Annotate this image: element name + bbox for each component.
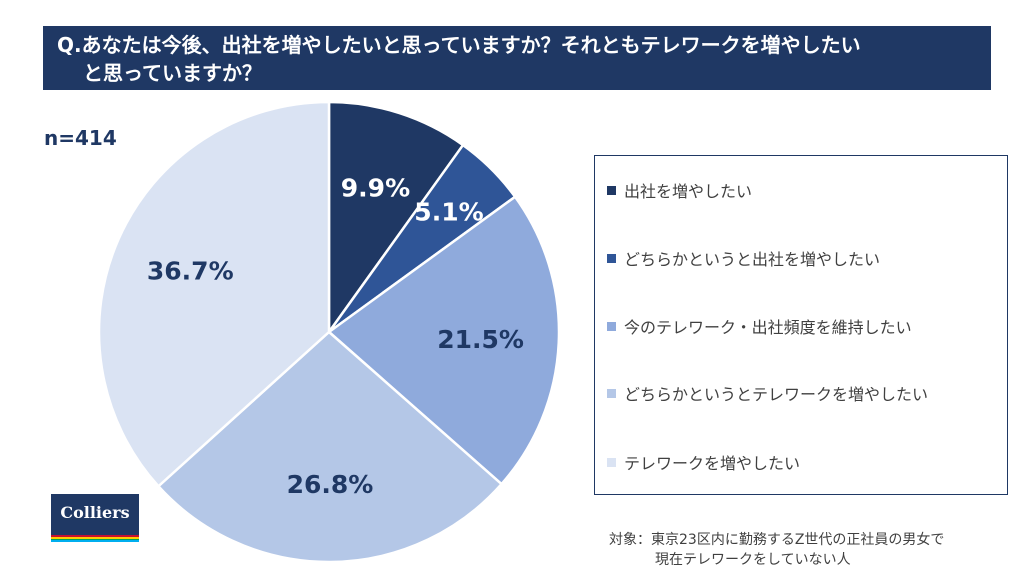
legend-item-3: 今のテレワーク・出社頻度を維持したい xyxy=(607,314,912,338)
logo-stripe-1 xyxy=(51,535,139,537)
legend-item-4: どちらかというとテレワークを増やしたい xyxy=(607,381,928,405)
legend-swatch-5 xyxy=(607,457,616,467)
pie-slice-label-4: 26.8% xyxy=(287,470,374,499)
survey-target-note-line-2: 現在テレワークをしていない人 xyxy=(655,552,851,568)
pie-slice-label-3: 21.5% xyxy=(437,325,524,354)
pie-slice-5 xyxy=(97,100,331,489)
question-title-line-2: と思っていますか？ xyxy=(83,61,262,85)
legend-swatch-3 xyxy=(607,321,616,331)
colliers-logo-stripes xyxy=(51,535,139,542)
logo-stripe-2 xyxy=(51,536,139,539)
legend-label-4: どちらかというとテレワークを増やしたい xyxy=(624,385,929,404)
pie-slice-1 xyxy=(327,100,465,336)
colliers-logo: Colliers xyxy=(51,494,139,542)
pie-slice-3 xyxy=(327,195,561,486)
logo-stripe-3 xyxy=(51,538,139,541)
sample-size-label: n=414 xyxy=(44,126,117,150)
legend-label-3: 今のテレワーク・出社頻度を維持したい xyxy=(624,318,912,337)
pie-slice-label-5: 36.7% xyxy=(147,256,234,285)
chart-legend: 出社を増やしたいどちらかというと出社を増やしたい今のテレワーク・出社頻度を維持し… xyxy=(594,155,1008,495)
survey-target-note: 対象：東京23区内に勤務するZ世代の正社員の男女で 現在テレワークをしていない人 xyxy=(609,530,944,570)
pie-slice-4 xyxy=(156,330,504,564)
logo-stripe-4 xyxy=(51,540,139,542)
legend-item-2: どちらかというと出社を増やしたい xyxy=(607,246,880,270)
survey-target-note-line-1: 対象：東京23区内に勤務するZ世代の正社員の男女で xyxy=(609,532,945,548)
legend-label-5: テレワークを増やしたい xyxy=(624,454,801,473)
pie-slice-label-1: 9.9% xyxy=(341,173,410,202)
legend-swatch-2 xyxy=(607,253,616,263)
question-title-line-1: Q.あなたは今後、出社を増やしたいと思っていますか？それともテレワークを増やした… xyxy=(57,33,861,57)
legend-label-2: どちらかというと出社を増やしたい xyxy=(624,250,881,269)
pie-slice-label-2: 5.1% xyxy=(414,197,483,226)
legend-item-5: テレワークを増やしたい xyxy=(607,450,800,474)
question-title-bar: Q.あなたは今後、出社を増やしたいと思っていますか？それともテレワークを増やした… xyxy=(43,26,991,90)
legend-swatch-1 xyxy=(607,185,616,195)
legend-label-1: 出社を増やしたい xyxy=(624,182,753,201)
legend-item-1: 出社を増やしたい xyxy=(607,178,752,202)
legend-swatch-4 xyxy=(607,388,616,398)
colliers-logo-text: Colliers xyxy=(60,503,130,522)
